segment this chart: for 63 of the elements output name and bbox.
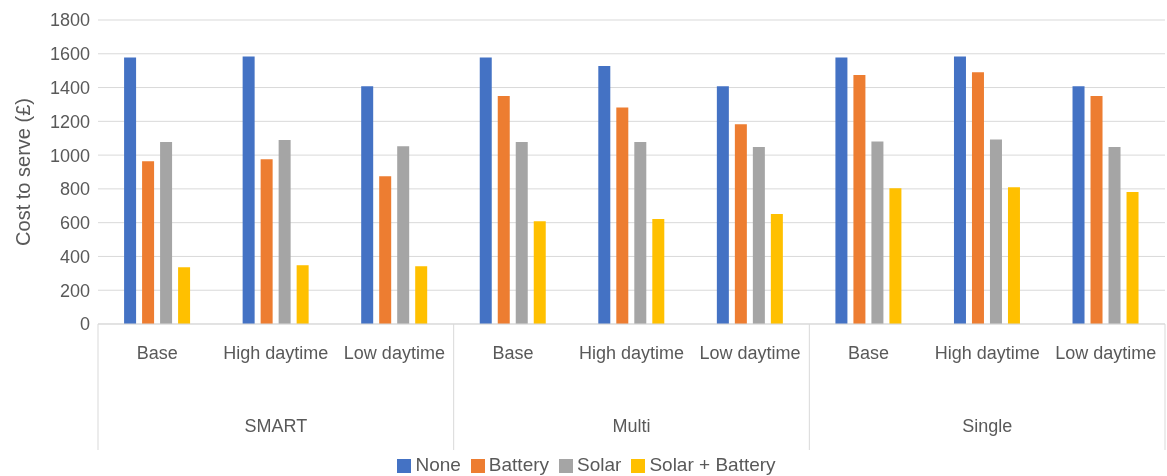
bar xyxy=(953,56,966,324)
x-tick-label: Base xyxy=(136,342,178,363)
legend-label: Battery xyxy=(488,454,550,475)
y-tick-label: 200 xyxy=(59,280,90,301)
bar xyxy=(415,266,428,324)
bar xyxy=(296,265,309,324)
bar xyxy=(278,139,291,324)
y-tick-label: 600 xyxy=(59,213,90,234)
bar xyxy=(616,107,629,324)
bar xyxy=(479,57,492,324)
x-tick-label: High daytime xyxy=(223,342,329,363)
x-tick-label: Low daytime xyxy=(343,342,445,363)
bar xyxy=(142,161,155,324)
legend-label: None xyxy=(415,454,461,475)
bar xyxy=(497,96,510,324)
bar xyxy=(835,57,848,324)
text: Multi xyxy=(612,416,651,436)
legend-label: Solar + Battery xyxy=(649,454,776,475)
y-tick-label: 1000 xyxy=(49,145,90,166)
bar xyxy=(889,188,902,324)
bar xyxy=(871,141,884,324)
bar xyxy=(734,124,747,324)
bar xyxy=(160,142,173,324)
bar xyxy=(1090,96,1103,324)
bar xyxy=(989,139,1002,324)
legend-label: Solar xyxy=(577,454,622,475)
bar xyxy=(1108,147,1121,324)
bar xyxy=(533,221,546,324)
bar xyxy=(770,213,783,324)
bar xyxy=(752,147,765,324)
bar xyxy=(178,267,191,324)
bar xyxy=(1126,191,1139,324)
bar xyxy=(971,72,984,324)
text: SMART xyxy=(244,416,308,436)
bar xyxy=(397,146,410,324)
x-tick-label: High daytime xyxy=(934,342,1040,363)
y-tick-label: 1800 xyxy=(49,10,90,31)
bar xyxy=(598,66,611,324)
bar xyxy=(361,86,374,324)
bar xyxy=(242,56,255,324)
text: Single xyxy=(962,416,1013,436)
bar xyxy=(379,176,392,324)
bar xyxy=(1007,187,1020,324)
bar xyxy=(652,219,665,324)
x-tick-label: High daytime xyxy=(578,342,685,363)
y-tick-label: 400 xyxy=(59,246,90,267)
y-tick-label: 1600 xyxy=(49,44,90,65)
bar xyxy=(1072,86,1085,324)
y-tick-label: 800 xyxy=(59,179,90,200)
x-tick-label: Base xyxy=(848,342,890,363)
y-tick-label: 1200 xyxy=(49,111,90,132)
x-tick-label: Low daytime xyxy=(699,342,801,363)
bar xyxy=(124,57,137,324)
y-axis-title: Cost to serve (£) xyxy=(12,98,35,246)
bar xyxy=(260,159,273,324)
bar xyxy=(853,75,866,324)
x-tick-label: Base xyxy=(492,342,534,363)
y-tick-label: 0 xyxy=(79,314,90,335)
y-tick-label: 1400 xyxy=(49,77,90,98)
bar xyxy=(634,142,647,324)
bar xyxy=(515,142,528,324)
x-tick-label: Low daytime xyxy=(1055,342,1157,363)
bar xyxy=(716,86,729,324)
